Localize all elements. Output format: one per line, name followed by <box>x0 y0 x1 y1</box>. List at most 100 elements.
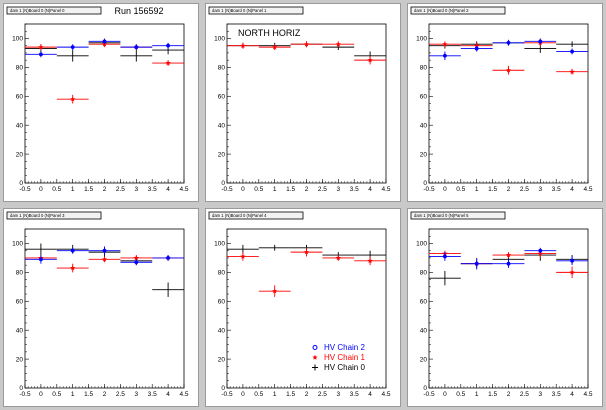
data-point-chain1 <box>322 255 355 261</box>
x-tick-label: 2 <box>305 186 309 193</box>
x-tick-label: 0.5 <box>52 186 61 193</box>
star-marker <box>272 44 278 50</box>
circle-marker <box>70 248 75 253</box>
star-marker <box>303 249 310 255</box>
circle-marker <box>443 254 447 259</box>
x-tick-label: 3 <box>538 186 542 193</box>
data-point-chain2 <box>556 48 588 55</box>
y-tick-label: 20 <box>16 151 24 158</box>
data-point-chain2 <box>556 256 588 266</box>
circle-marker <box>570 49 574 54</box>
data-point-chain2 <box>492 259 525 269</box>
x-tick-label: -0.5 <box>221 186 233 193</box>
x-tick-label: -0.5 <box>423 391 435 398</box>
data-point-chain0 <box>258 244 291 251</box>
star-marker <box>70 96 76 102</box>
data-point-chain0 <box>120 50 153 62</box>
data-point-chain1 <box>258 285 291 297</box>
x-tick-label: 4.5 <box>381 186 390 193</box>
data-point-chain2 <box>429 51 461 61</box>
circle-marker <box>102 39 107 44</box>
data-point-chain1 <box>492 252 525 258</box>
data-point-chain2 <box>25 255 57 264</box>
star-marker <box>474 42 480 48</box>
y-tick-label: 100 <box>12 241 23 248</box>
x-tick-label: 1 <box>273 186 277 193</box>
x-tick-label: 3.5 <box>148 186 157 193</box>
x-tick-label: 0.5 <box>52 391 61 398</box>
circle-marker <box>443 53 447 58</box>
series-chain2 <box>429 38 588 61</box>
y-tick-label: 20 <box>218 356 226 363</box>
run-label: Run 156592 <box>114 6 163 16</box>
circle-marker <box>474 46 479 51</box>
x-tick-label: 1 <box>273 391 277 398</box>
title-text: dam 1 (N)Board 0 (N)Panel 5 <box>414 213 469 218</box>
chart-title: dam 1 (N)Board 0 (N)Panel 1 <box>208 6 304 15</box>
star-marker <box>569 269 575 275</box>
y-tick-label: 100 <box>12 36 23 43</box>
y-tick-label: 80 <box>420 270 428 277</box>
x-tick-label: 0 <box>241 186 245 193</box>
data-point-chain2 <box>120 44 153 51</box>
y-tick-label: 80 <box>16 65 24 72</box>
chart-title: dam 1 (N)Board 0 (N)Panel 0 <box>6 6 102 15</box>
plot-panel-1: dam 1 (N)Board 0 (N)Panel 1 0 20 40 60 80 100-… <box>205 3 401 202</box>
x-tick-label: 1 <box>475 186 479 193</box>
y-tick-label: 60 <box>420 93 428 100</box>
data-point-chain2 <box>524 38 557 45</box>
data-point-chain0 <box>56 50 89 62</box>
x-tick-label: 1 <box>475 391 479 398</box>
data-point-chain0 <box>429 270 461 286</box>
chart-svg: dam 1 (N)Board 0 (N)Panel 5020406080100-… <box>410 211 593 398</box>
x-tick-label: 0 <box>443 186 447 193</box>
star-marker <box>240 253 246 259</box>
data-point-chain0 <box>556 41 588 48</box>
title-text: dam 1 (N)Board 0 (N)Panel 4 <box>212 213 267 218</box>
y-tick-label: 0 <box>221 385 225 392</box>
data-point-chain2 <box>429 252 461 261</box>
chart-title: dam 1 (N)Board 0 (N)Panel 2 <box>410 6 506 15</box>
x-tick-label: 2.5 <box>116 391 125 398</box>
star-marker <box>335 41 341 47</box>
circle-marker <box>134 45 139 50</box>
x-tick-label: 2 <box>507 186 511 193</box>
x-tick-label: 1.5 <box>84 186 93 193</box>
data-point-chain1 <box>25 44 57 51</box>
data-point-chain1 <box>56 263 89 273</box>
legend: HV Chain 2HV Chain 1HV Chain 0 <box>312 343 365 372</box>
legend-label: HV Chain 0 <box>324 363 365 372</box>
y-tick-label: 60 <box>218 93 226 100</box>
title-text: dam 1 (N)Board 0 (N)Panel 0 <box>10 8 65 13</box>
data-point-chain1 <box>556 266 588 279</box>
y-tick-label: 0 <box>423 385 427 392</box>
title-text: dam 1 (N)Board 0 (N)Panel 1 <box>212 8 267 13</box>
series-chain2 <box>25 38 184 58</box>
y-tick-label: 40 <box>218 327 226 334</box>
chart-title: dam 1 (N)Board 0 (N)Panel 5 <box>410 211 506 220</box>
x-tick-label: -0.5 <box>19 186 31 193</box>
circle-marker <box>39 52 43 57</box>
y-tick-label: 20 <box>218 151 226 158</box>
data-point-chain1 <box>88 256 121 263</box>
x-tick-label: 3 <box>336 391 340 398</box>
data-point-chain1 <box>322 41 355 48</box>
data-point-chain1 <box>290 247 323 257</box>
data-point-chain1 <box>556 68 588 75</box>
x-tick-label: 1 <box>71 391 75 398</box>
data-point-chain2 <box>492 39 525 46</box>
legend-circle-marker <box>312 345 318 350</box>
x-tick-label: 4.5 <box>583 186 592 193</box>
x-tick-label: 2 <box>507 391 511 398</box>
star-marker <box>335 255 341 261</box>
data-point-chain1 <box>56 94 89 104</box>
x-tick-label: 4 <box>570 186 574 193</box>
title-box <box>410 6 506 15</box>
legend-star-marker <box>312 354 318 360</box>
plot-frame <box>24 23 185 184</box>
title-box <box>410 211 506 220</box>
y-tick-label: 100 <box>214 241 225 248</box>
data-point-chain1 <box>227 42 259 49</box>
x-tick-label: 2 <box>103 391 107 398</box>
